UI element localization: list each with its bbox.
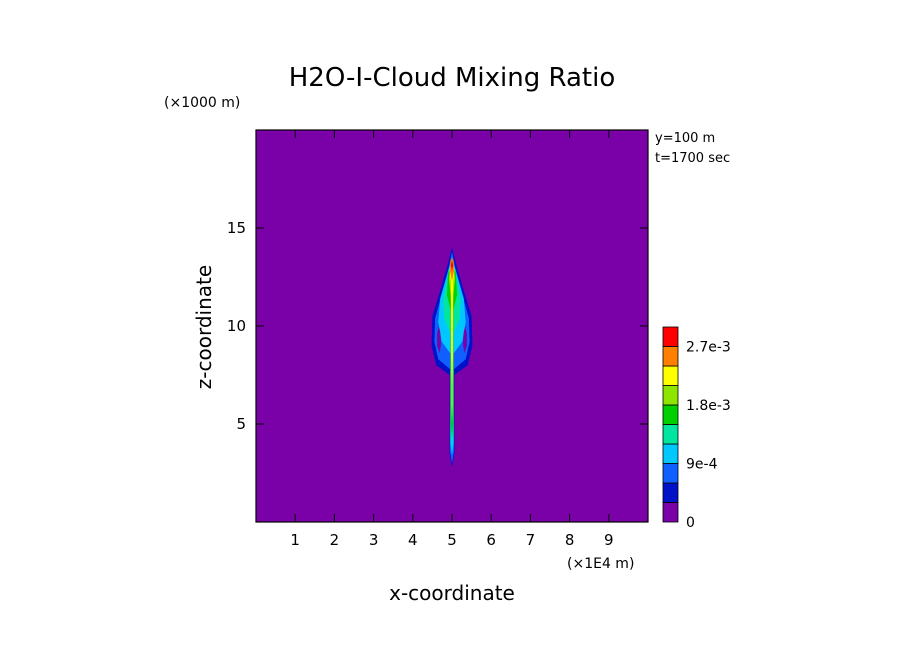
y-tick-label: 5	[236, 415, 246, 433]
y-tick-label: 10	[227, 317, 246, 335]
x-tick-label: 9	[604, 531, 614, 549]
plot-area	[255, 129, 649, 523]
annotation-y: y=100 m	[655, 131, 715, 146]
colorbar-swatch	[662, 443, 679, 464]
x-tick-label: 8	[565, 531, 575, 549]
x-tick-label: 4	[408, 531, 418, 549]
colorbar-swatch	[662, 502, 679, 523]
x-axis: 1 2 3 4 5 6 7 8 9	[290, 130, 614, 549]
contour-level-9	[450, 260, 454, 272]
x-unit-label: (×1E4 m)	[567, 556, 634, 572]
colorbar-tick-label: 2.7e-3	[686, 340, 731, 356]
colorbar: 0 9e-4 1.8e-3 2.7e-3	[662, 326, 731, 531]
y-axis: 5 10 15	[227, 219, 648, 433]
x-tick-label: 2	[330, 531, 340, 549]
colorbar-swatch	[662, 326, 679, 347]
colorbar-swatch	[662, 463, 679, 484]
colorbar-tick-label: 1.8e-3	[686, 398, 731, 414]
colorbar-swatch	[662, 404, 679, 425]
chart-title: H2O-I-Cloud Mixing Ratio	[289, 63, 616, 93]
colorbar-swatch	[662, 482, 679, 503]
x-axis-label: x-coordinate	[389, 581, 515, 605]
y-axis-label: z-coordinate	[192, 265, 216, 389]
contour-hole-1	[437, 326, 441, 354]
y-tick-label: 15	[227, 219, 246, 237]
contour-level-7	[449, 261, 455, 385]
y-unit-label: (×1000 m)	[164, 95, 240, 111]
colorbar-tick-label: 9e-4	[686, 457, 718, 473]
colorbar-swatch	[662, 346, 679, 367]
x-tick-label: 7	[526, 531, 536, 549]
x-tick-label: 3	[369, 531, 379, 549]
colorbar-tick-label: 0	[686, 515, 695, 531]
colorbar-swatch	[662, 385, 679, 406]
colorbar-swatch	[662, 365, 679, 386]
x-tick-label: 1	[290, 531, 300, 549]
x-tick-label: 6	[486, 531, 496, 549]
annotation-t: t=1700 sec	[655, 151, 730, 166]
colorbar-swatch	[662, 424, 679, 445]
x-tick-label: 5	[447, 531, 457, 549]
contour-hole-2	[463, 326, 467, 354]
